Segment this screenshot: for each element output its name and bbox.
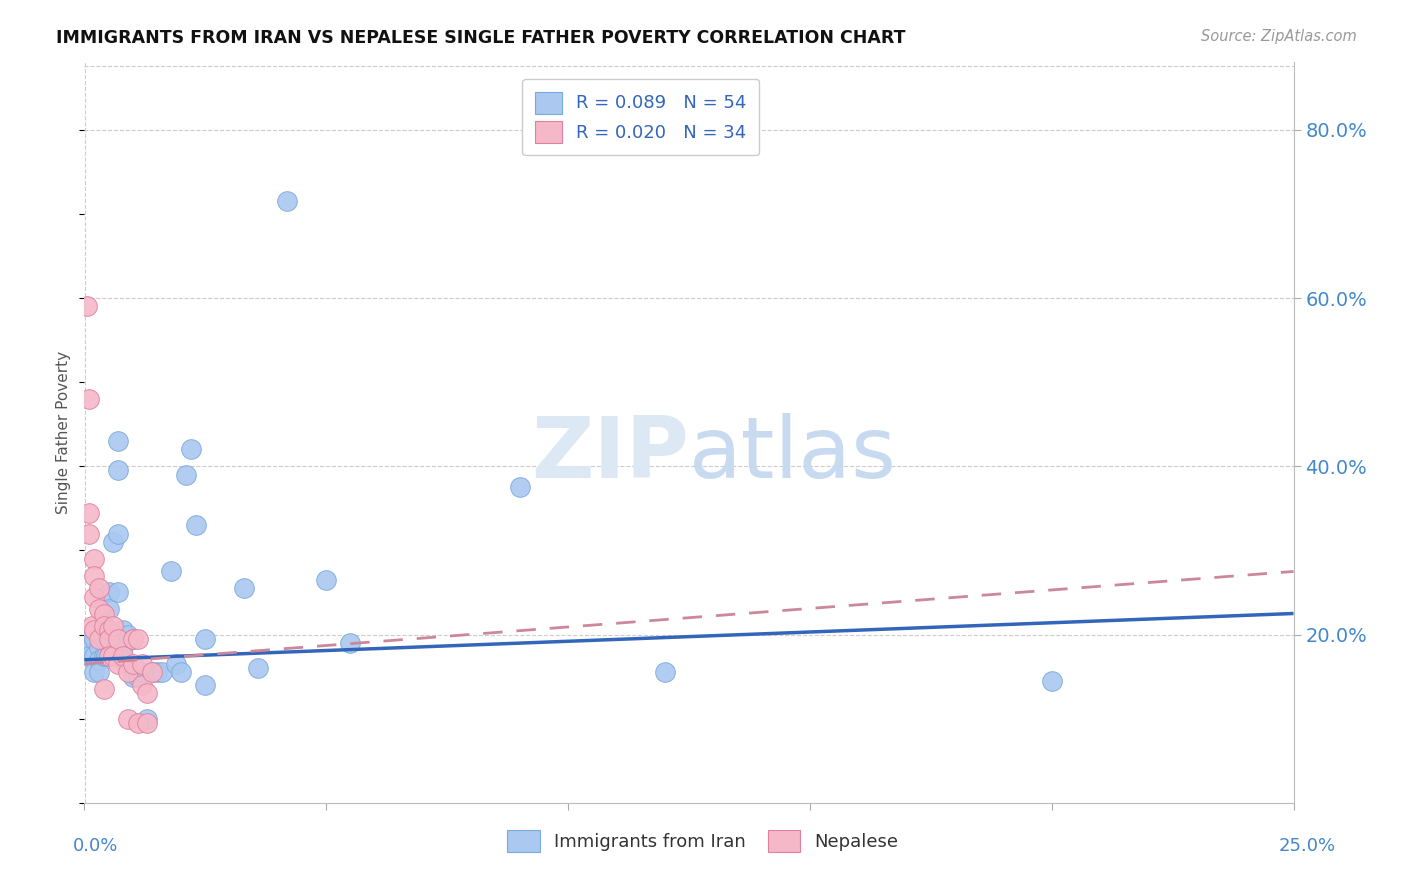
- Point: [117, 712, 139, 726]
- Point: [97, 632, 120, 646]
- Point: [276, 194, 298, 209]
- Point: [339, 636, 361, 650]
- Text: ZIP: ZIP: [531, 413, 689, 496]
- Point: [174, 467, 197, 482]
- Point: [97, 648, 120, 663]
- Point: [127, 670, 149, 684]
- Point: [87, 602, 110, 616]
- Point: [121, 670, 143, 684]
- Text: 0.0%: 0.0%: [73, 837, 118, 855]
- Point: [146, 665, 169, 680]
- Point: [83, 624, 105, 638]
- Point: [77, 526, 100, 541]
- Point: [180, 442, 202, 457]
- Point: [77, 506, 100, 520]
- Point: [83, 632, 105, 646]
- Point: [121, 632, 143, 646]
- Text: IMMIGRANTS FROM IRAN VS NEPALESE SINGLE FATHER POVERTY CORRELATION CHART: IMMIGRANTS FROM IRAN VS NEPALESE SINGLE …: [56, 29, 905, 46]
- Point: [83, 648, 105, 663]
- Point: [97, 648, 120, 663]
- Point: [160, 565, 183, 579]
- Point: [315, 573, 337, 587]
- Point: [94, 648, 117, 663]
- Point: [121, 657, 143, 671]
- Point: [247, 661, 270, 675]
- Point: [150, 665, 173, 680]
- Point: [136, 686, 159, 700]
- Point: [83, 665, 105, 680]
- Point: [141, 665, 163, 680]
- Point: [112, 624, 135, 638]
- Point: [233, 581, 256, 595]
- Point: [107, 585, 129, 599]
- Point: [131, 665, 153, 680]
- Point: [194, 678, 217, 692]
- Point: [112, 648, 135, 663]
- Point: [120, 657, 142, 671]
- Point: [103, 627, 125, 641]
- Point: [184, 518, 207, 533]
- Point: [76, 300, 98, 314]
- Point: [87, 665, 110, 680]
- Point: [127, 632, 149, 646]
- Point: [165, 657, 187, 671]
- Point: [117, 665, 139, 680]
- Point: [87, 581, 110, 595]
- Point: [131, 678, 153, 692]
- Text: Source: ZipAtlas.com: Source: ZipAtlas.com: [1201, 29, 1357, 44]
- Point: [107, 463, 129, 477]
- Point: [93, 607, 115, 621]
- Point: [80, 627, 103, 641]
- Point: [80, 619, 103, 633]
- Point: [93, 632, 115, 646]
- Point: [93, 682, 115, 697]
- Point: [97, 624, 120, 638]
- Point: [83, 590, 105, 604]
- Point: [77, 640, 100, 655]
- Point: [104, 632, 127, 646]
- Point: [103, 535, 125, 549]
- Y-axis label: Single Father Poverty: Single Father Poverty: [56, 351, 72, 514]
- Point: [194, 632, 217, 646]
- Point: [112, 640, 135, 655]
- Point: [117, 627, 139, 641]
- Point: [103, 619, 125, 633]
- Point: [103, 648, 125, 663]
- Legend: Immigrants from Iran, Nepalese: Immigrants from Iran, Nepalese: [498, 821, 908, 861]
- Point: [97, 585, 120, 599]
- Point: [127, 715, 149, 730]
- Point: [93, 607, 115, 621]
- Point: [509, 480, 531, 494]
- Point: [83, 568, 105, 582]
- Point: [1040, 673, 1063, 688]
- Text: 25.0%: 25.0%: [1279, 837, 1336, 855]
- Point: [131, 657, 153, 671]
- Point: [77, 392, 100, 406]
- Text: atlas: atlas: [689, 413, 897, 496]
- Point: [87, 627, 110, 641]
- Point: [107, 632, 129, 646]
- Point: [83, 551, 105, 566]
- Point: [112, 653, 135, 667]
- Point: [87, 640, 110, 655]
- Point: [97, 602, 120, 616]
- Point: [141, 665, 163, 680]
- Point: [87, 632, 110, 646]
- Point: [93, 648, 115, 663]
- Legend: R = 0.089   N = 54, R = 0.020   N = 34: R = 0.089 N = 54, R = 0.020 N = 34: [522, 78, 759, 155]
- Point: [107, 526, 129, 541]
- Point: [93, 619, 115, 633]
- Point: [93, 619, 115, 633]
- Point: [170, 665, 193, 680]
- Point: [107, 434, 129, 448]
- Point: [87, 653, 110, 667]
- Point: [136, 712, 159, 726]
- Point: [77, 648, 100, 663]
- Point: [136, 715, 159, 730]
- Point: [654, 665, 676, 680]
- Point: [107, 657, 129, 671]
- Point: [121, 632, 143, 646]
